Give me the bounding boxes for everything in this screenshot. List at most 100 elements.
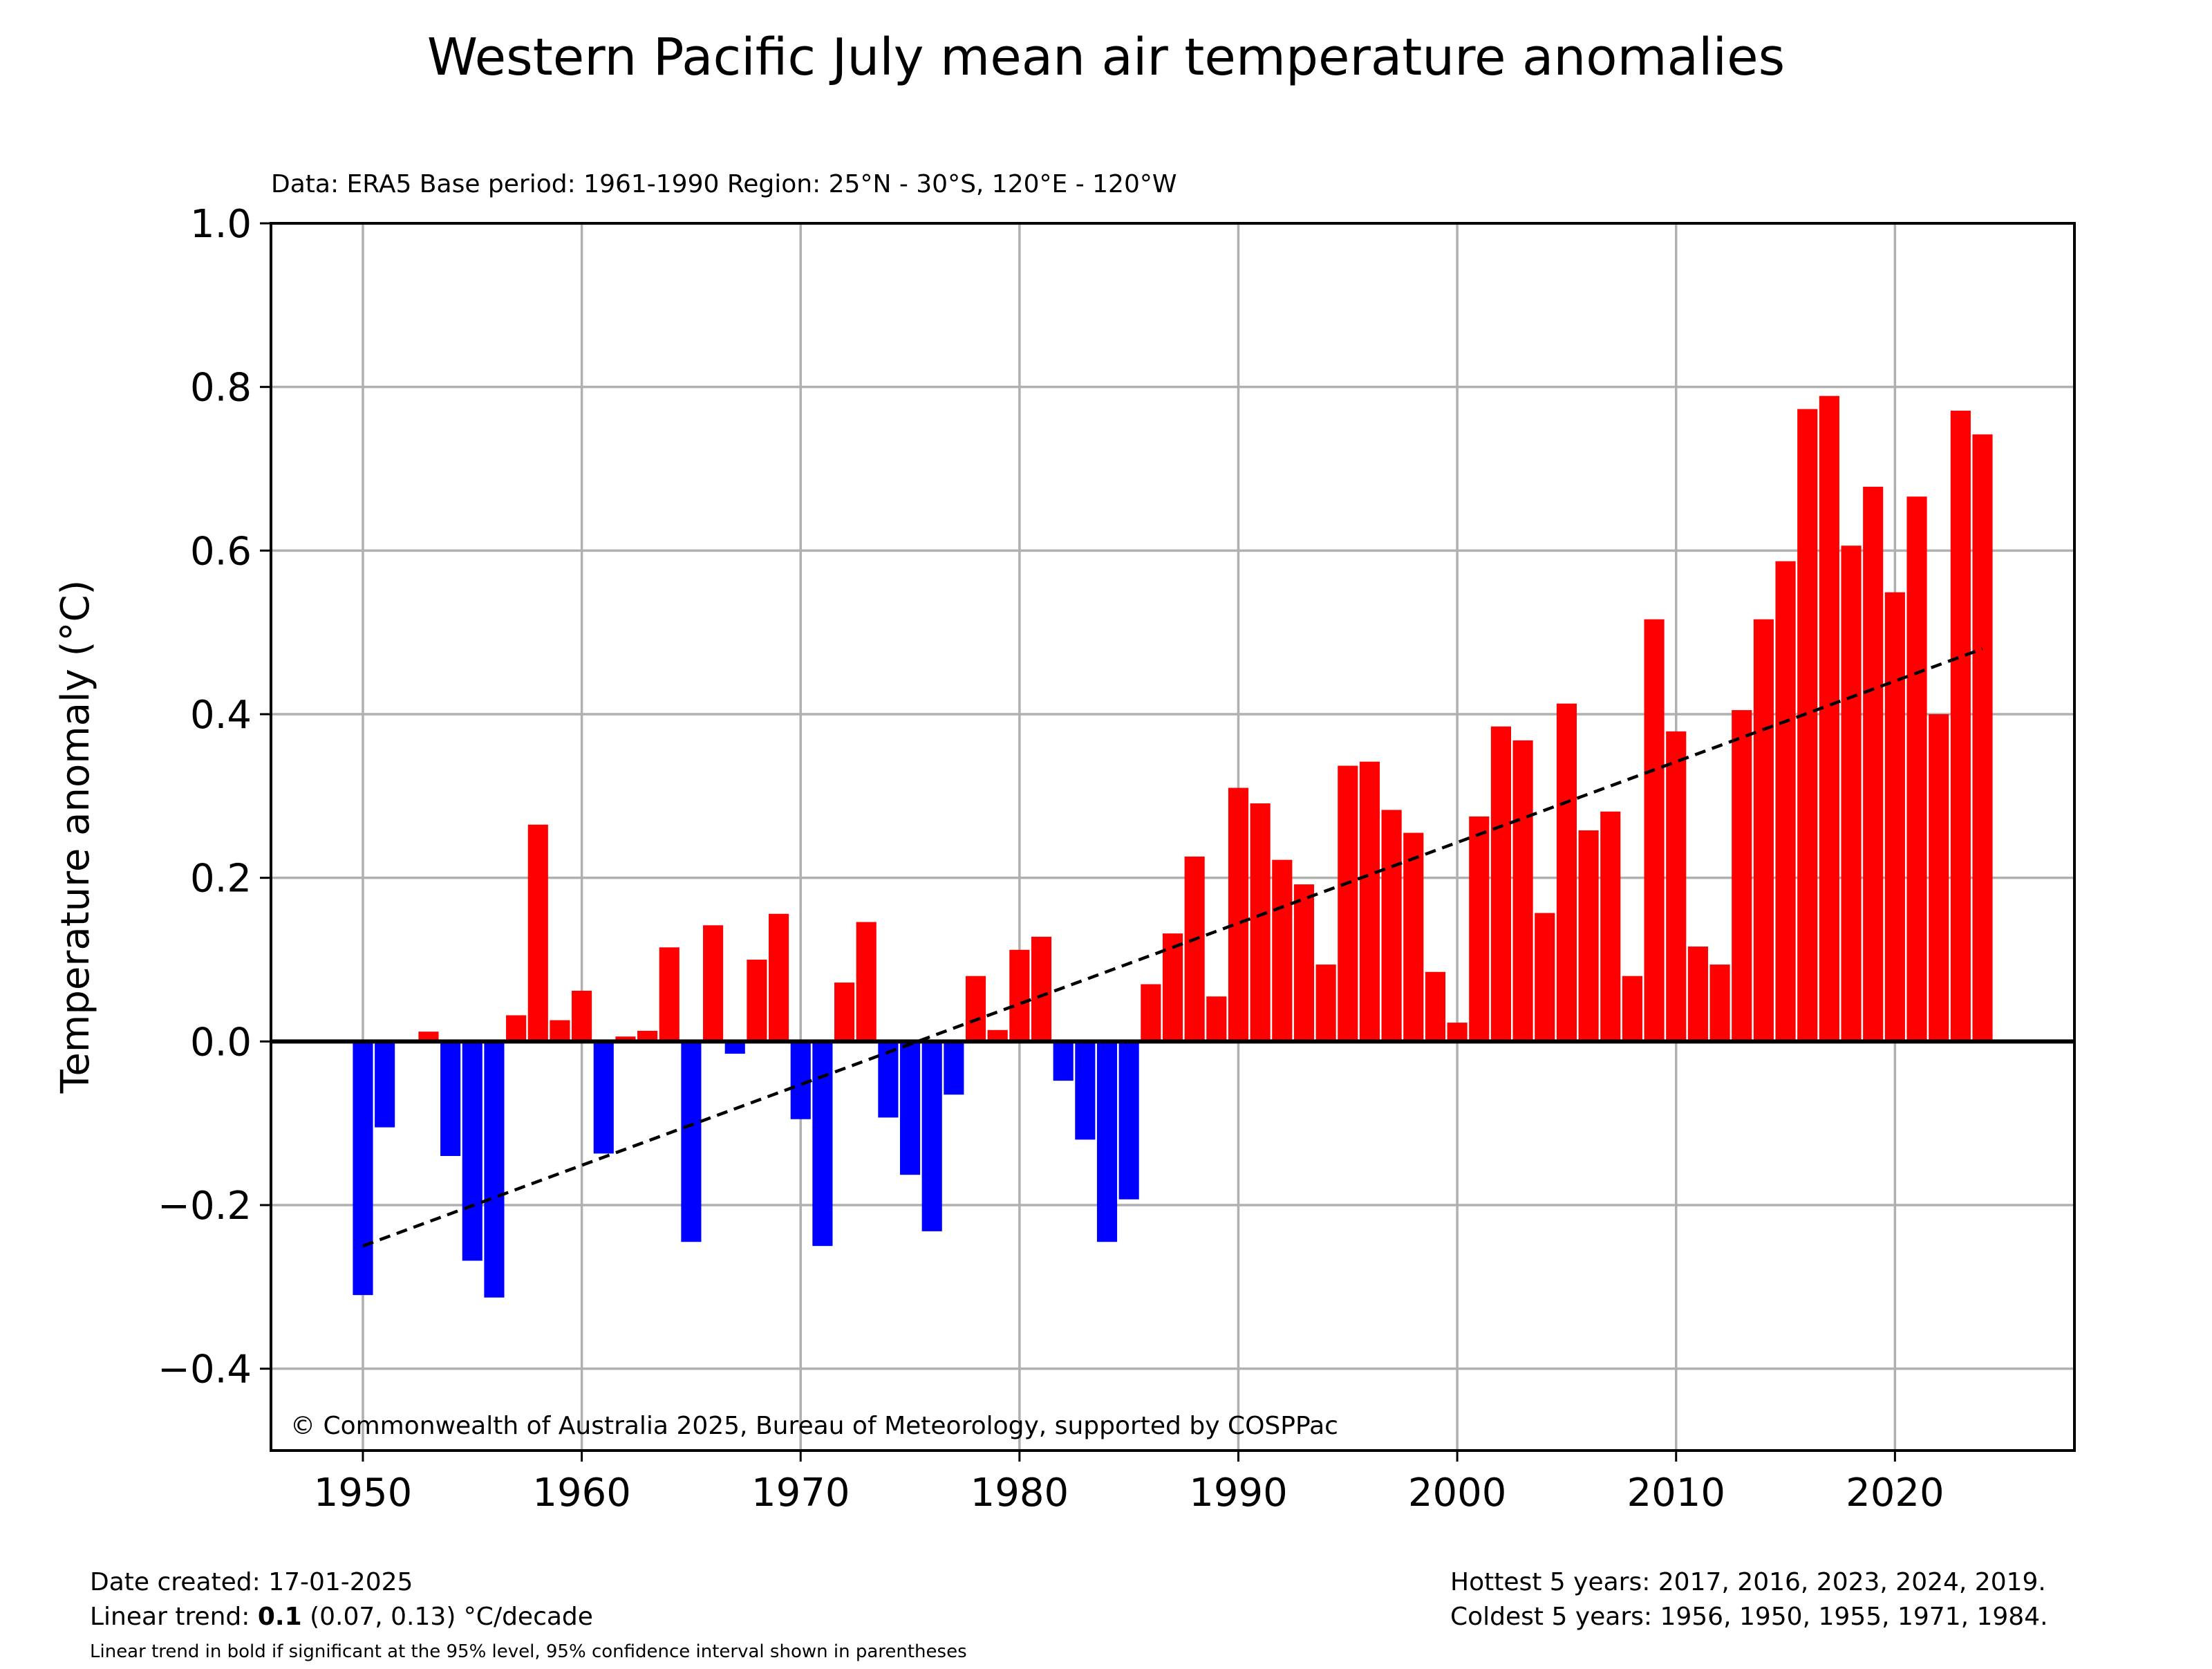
bar-1961 <box>593 1041 614 1154</box>
bar-1972 <box>834 982 855 1042</box>
y-tick-label: 1.0 <box>190 202 252 247</box>
y-tick-label: 0.2 <box>190 857 252 902</box>
y-tick-label: −0.2 <box>158 1184 252 1229</box>
y-tick-label: 0.4 <box>190 693 252 738</box>
bar-2023 <box>1950 410 1971 1042</box>
bar-1966 <box>703 925 724 1042</box>
bar-2017 <box>1819 395 1839 1042</box>
linear-trend-prefix: Linear trend: <box>90 1603 258 1631</box>
bar-1955 <box>462 1041 482 1261</box>
x-tick-label: 1950 <box>314 1471 413 1516</box>
bar-1956 <box>484 1041 505 1298</box>
bar-1988 <box>1184 856 1205 1042</box>
x-tick-label: 2010 <box>1627 1471 1725 1516</box>
bar-2006 <box>1578 830 1599 1042</box>
bar-2008 <box>1622 976 1642 1042</box>
bar-2015 <box>1775 561 1796 1042</box>
bar-1975 <box>899 1041 921 1175</box>
bar-2020 <box>1884 592 1905 1042</box>
x-tick-label: 1960 <box>532 1471 631 1516</box>
bar-1995 <box>1338 765 1358 1042</box>
bar-1962 <box>615 1036 636 1042</box>
bar-1992 <box>1272 859 1293 1042</box>
bar-2021 <box>1906 496 1927 1042</box>
bar-2012 <box>1709 964 1730 1042</box>
linear-trend: Linear trend: 0.1 (0.07, 0.13) °C/decade <box>90 1600 967 1634</box>
x-axis: 1950 1960 1970 1980 1990 2000 2010 2020 <box>314 1451 1944 1516</box>
coldest-years: Coldest 5 years: 1956, 1950, 1955, 1971,… <box>1450 1603 2048 1631</box>
bar-1957 <box>506 1015 527 1042</box>
bar-1994 <box>1315 964 1336 1042</box>
bar-1979 <box>987 1029 1008 1042</box>
bar-2001 <box>1469 816 1490 1042</box>
plot-frame <box>270 222 2076 1452</box>
bar-1993 <box>1293 884 1315 1042</box>
bar-2019 <box>1863 487 1884 1042</box>
bar-2000 <box>1447 1023 1468 1042</box>
bars-group <box>353 395 1993 1298</box>
bar-1968 <box>747 960 767 1042</box>
bar-1983 <box>1075 1041 1096 1140</box>
x-tick-label: 2000 <box>1408 1471 1507 1516</box>
bar-1986 <box>1141 984 1161 1042</box>
bar-1959 <box>550 1020 570 1042</box>
bar-2016 <box>1797 409 1818 1042</box>
y-tick-label: 0.6 <box>190 529 252 574</box>
bar-1982 <box>1053 1041 1074 1081</box>
bar-1967 <box>724 1041 745 1054</box>
bar-1960 <box>572 990 592 1042</box>
bar-2022 <box>1929 714 1949 1042</box>
x-tick-label: 1990 <box>1189 1471 1288 1516</box>
bar-1973 <box>856 922 877 1042</box>
bar-2002 <box>1490 726 1512 1042</box>
bar-1996 <box>1359 761 1380 1042</box>
bar-1989 <box>1206 996 1227 1042</box>
bar-2009 <box>1644 619 1665 1042</box>
bar-1978 <box>965 976 986 1042</box>
chart-subtitle: Data: ERA5 Base period: 1961-1990 Region… <box>271 170 1177 198</box>
bar-1958 <box>527 824 548 1042</box>
bar-2007 <box>1600 811 1621 1042</box>
footer-left: Date created: 17-01-2025 Linear trend: 0… <box>90 1565 967 1669</box>
x-tick-label: 1970 <box>751 1471 850 1516</box>
copyright-credit: © Commonwealth of Australia 2025, Bureau… <box>290 1412 1338 1440</box>
bar-2024 <box>1972 434 1993 1042</box>
x-tick-label: 1980 <box>971 1471 1069 1516</box>
y-tick-label: 0.0 <box>190 1020 252 1065</box>
date-created: Date created: 17-01-2025 <box>90 1568 413 1596</box>
bar-1998 <box>1403 832 1424 1042</box>
bar-1951 <box>375 1041 395 1128</box>
hottest-years: Hottest 5 years: 2017, 2016, 2023, 2024,… <box>1450 1568 2046 1596</box>
bar-1991 <box>1250 803 1271 1042</box>
chart-title: Western Pacific July mean air temperatur… <box>427 28 1785 87</box>
bar-1950 <box>353 1041 373 1296</box>
y-tick-label: 0.8 <box>190 366 252 411</box>
bar-1971 <box>812 1041 833 1247</box>
linear-trend-value: 0.1 <box>257 1603 302 1631</box>
bar-1974 <box>878 1041 899 1118</box>
bar-2010 <box>1666 731 1687 1042</box>
bar-1969 <box>769 913 789 1042</box>
bar-1954 <box>440 1041 461 1156</box>
trend-line <box>362 647 1983 1248</box>
bar-2011 <box>1687 947 1708 1042</box>
bar-1970 <box>790 1041 811 1119</box>
bar-1999 <box>1425 971 1446 1042</box>
bar-1976 <box>921 1041 942 1231</box>
bar-1977 <box>944 1041 964 1095</box>
bar-2013 <box>1732 710 1752 1042</box>
bar-1984 <box>1096 1041 1118 1242</box>
bar-2003 <box>1512 740 1533 1042</box>
y-axis: −0.4 −0.2 0.0 0.2 0.4 0.6 0.8 1.0 <box>158 202 271 1392</box>
bar-1964 <box>659 947 679 1042</box>
footer-right: Hottest 5 years: 2017, 2016, 2023, 2024,… <box>1450 1565 2048 1634</box>
x-tick-label: 2020 <box>1846 1471 1944 1516</box>
bar-1965 <box>681 1041 702 1242</box>
linear-trend-ci: (0.07, 0.13) °C/decade <box>301 1603 593 1631</box>
bar-2004 <box>1535 913 1555 1042</box>
bar-2014 <box>1753 619 1774 1042</box>
bar-1990 <box>1228 787 1249 1042</box>
trend-note: Linear trend in bold if significant at t… <box>90 1641 967 1662</box>
bar-1997 <box>1381 810 1402 1042</box>
y-tick-label: −0.4 <box>158 1348 252 1392</box>
